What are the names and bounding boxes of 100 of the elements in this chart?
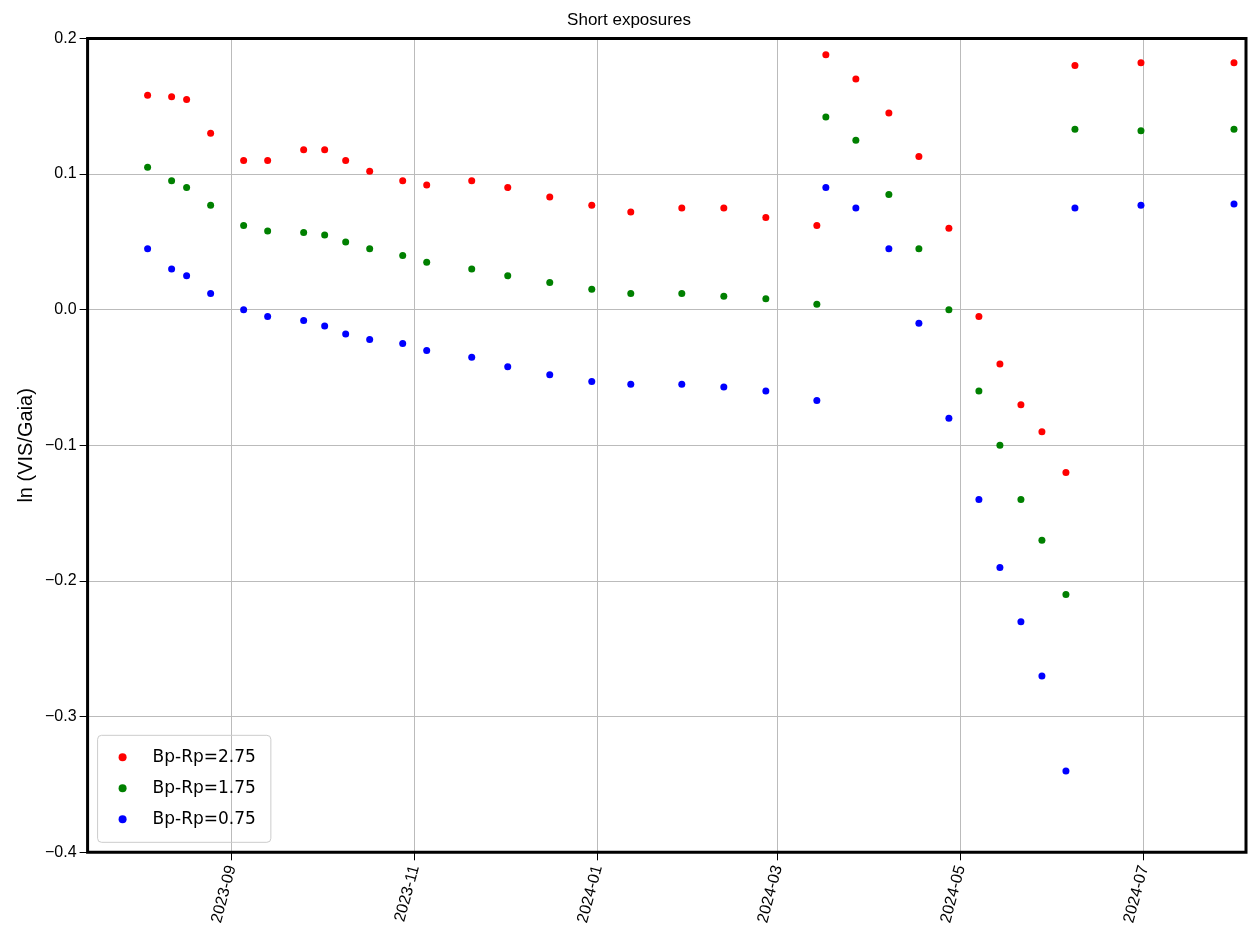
point	[822, 113, 830, 121]
point	[852, 204, 860, 212]
point	[915, 245, 923, 253]
point	[144, 245, 152, 253]
point	[822, 51, 830, 59]
legend-label: Bp-Rp=1.75	[152, 776, 256, 797]
point	[1071, 62, 1079, 70]
point	[678, 380, 686, 388]
point	[1038, 428, 1046, 436]
point	[1137, 201, 1145, 209]
point	[915, 319, 923, 327]
point	[885, 245, 893, 253]
point	[885, 190, 893, 198]
point	[1230, 200, 1238, 208]
legend-label: Bp-Rp=0.75	[152, 807, 256, 828]
point	[321, 322, 329, 330]
point	[468, 353, 476, 361]
point	[1071, 125, 1079, 133]
point	[1137, 59, 1145, 67]
point	[588, 201, 596, 209]
point	[885, 109, 893, 117]
point	[423, 258, 431, 266]
point	[183, 272, 191, 280]
point	[627, 380, 635, 388]
x-tick-label: 2024-01	[573, 863, 605, 925]
point	[996, 441, 1004, 449]
y-tick-label: 0.0	[54, 300, 77, 318]
point	[300, 228, 308, 236]
point	[423, 346, 431, 354]
point	[1038, 672, 1046, 680]
point	[399, 177, 407, 185]
point	[975, 496, 983, 504]
point	[1017, 401, 1025, 409]
point	[342, 156, 350, 164]
y-axis-title: ln (VIS/Gaia)	[13, 388, 36, 503]
legend-label: Bp-Rp=2.75	[152, 745, 256, 766]
point	[1017, 496, 1025, 504]
y-tick-label: −0.2	[44, 571, 77, 589]
point	[300, 317, 308, 325]
point	[366, 167, 374, 175]
x-tick-label: 2023-09	[207, 863, 239, 925]
point	[342, 238, 350, 246]
point	[762, 295, 770, 303]
point	[399, 340, 407, 348]
point	[852, 75, 860, 83]
point	[183, 95, 191, 103]
point	[813, 300, 821, 308]
point	[996, 360, 1004, 368]
y-tick-label: −0.4	[44, 842, 77, 860]
point	[1071, 204, 1079, 212]
point	[915, 152, 923, 160]
point	[813, 222, 821, 230]
point	[546, 279, 554, 287]
point	[813, 397, 821, 405]
point	[720, 383, 728, 391]
point	[627, 208, 635, 216]
point	[1062, 468, 1070, 476]
point	[321, 231, 329, 239]
point	[1017, 618, 1025, 626]
point	[996, 563, 1004, 571]
point	[852, 136, 860, 144]
point	[678, 204, 686, 212]
point	[168, 265, 176, 273]
point	[168, 93, 176, 101]
y-tick-label: 0.1	[54, 164, 77, 182]
point	[975, 387, 983, 395]
point	[264, 156, 272, 164]
point	[720, 204, 728, 212]
point	[366, 245, 374, 253]
point	[504, 272, 512, 280]
point	[240, 156, 248, 164]
point	[468, 177, 476, 185]
point	[678, 289, 686, 297]
point	[504, 363, 512, 371]
point	[546, 193, 554, 201]
y-tick-label: 0.2	[54, 28, 77, 46]
point	[546, 371, 554, 379]
point	[144, 163, 152, 171]
y-tick-label: −0.1	[44, 435, 77, 453]
point	[168, 177, 176, 185]
point	[945, 224, 953, 232]
point	[762, 387, 770, 395]
point	[975, 312, 983, 320]
point	[144, 91, 152, 99]
point	[1230, 59, 1238, 67]
point	[264, 227, 272, 235]
x-tick-label: 2024-05	[936, 863, 969, 925]
x-tick-label: 2024-03	[753, 863, 786, 925]
point	[300, 146, 308, 154]
point	[399, 251, 407, 259]
point	[264, 312, 272, 320]
point	[240, 222, 248, 230]
point	[1062, 591, 1070, 599]
x-tick-label: 2024-07	[1119, 863, 1152, 925]
y-tick-label: −0.3	[44, 707, 77, 725]
point	[1062, 767, 1070, 775]
point	[207, 201, 215, 209]
point	[207, 289, 215, 297]
point	[627, 289, 635, 297]
chart-title: Short exposures	[567, 9, 691, 29]
